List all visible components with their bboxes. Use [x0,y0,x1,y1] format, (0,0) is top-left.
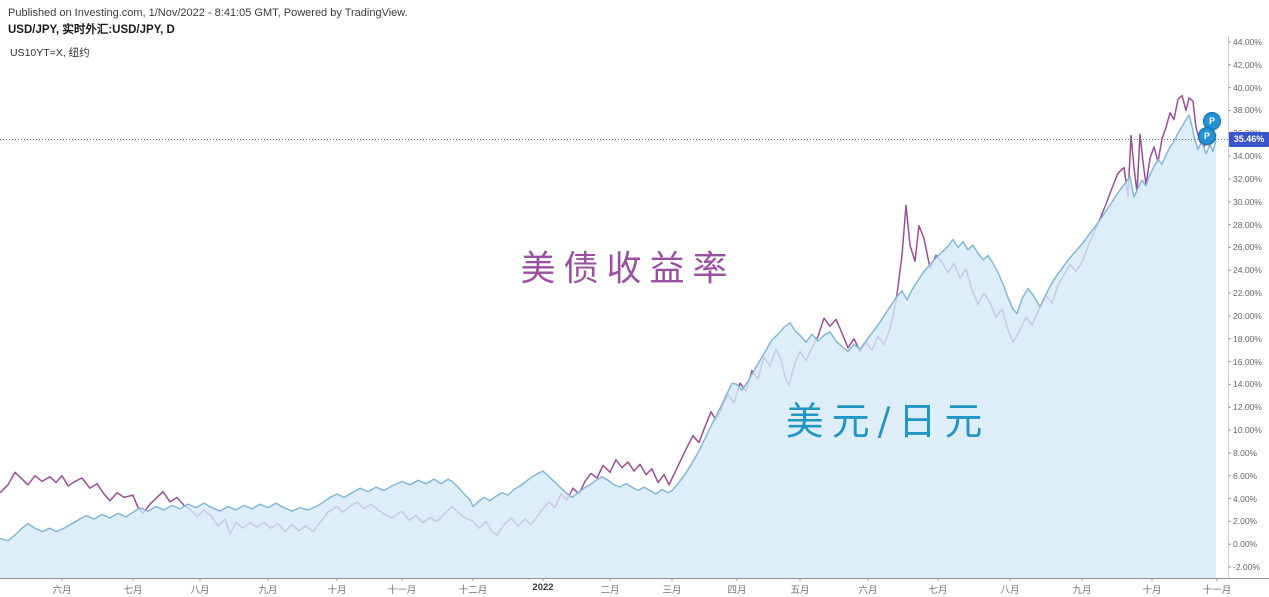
x-axis-month-label: 2022 [532,582,554,593]
secondary-symbol-title: US10YT=X, 纽约 [10,47,90,59]
last-price-badge: 35.46% [1229,131,1269,147]
y-axis-tick-label: 34.00% [1233,151,1262,162]
x-axis-month-label: 九月 [1072,585,1092,596]
x-axis-month-label: 七月 [123,585,143,596]
symbol-title: USD/JPY, 实时外汇:USD/JPY, D [8,24,175,36]
y-axis-tick-label: 10.00% [1233,425,1262,436]
y-axis-tick-label: 12.00% [1233,402,1262,413]
y-axis-tick-label: 14.00% [1233,379,1262,390]
y-axis-tick-label: 6.00% [1233,470,1258,481]
x-axis-month-label: 十月 [1142,585,1162,596]
x-axis-month-label: 六月 [52,585,72,596]
y-axis-tick-label: 26.00% [1233,242,1262,253]
y-axis-tick-label: 42.00% [1233,59,1262,70]
x-axis-month-label: 五月 [790,585,810,596]
x-axis-month-label: 二月 [600,585,620,596]
y-axis-tick-label: 30.00% [1233,196,1262,207]
x-axis-month-label: 十二月 [458,585,488,596]
y-axis-tick-label: 24.00% [1233,265,1262,276]
x-axis-month-label: 九月 [258,585,278,596]
x-axis-month-label: 十月 [327,585,347,596]
y-axis-tick-label: 8.00% [1233,447,1258,458]
x-axis-month-label: 八月 [1000,585,1020,596]
usdjpy-area-fill [0,115,1216,578]
y-axis-tick-label: 16.00% [1233,356,1262,367]
usdjpy-line [0,114,1217,542]
y-axis-tick-label: 38.00% [1233,105,1262,116]
y-axis-tick-label: 0.00% [1233,539,1258,550]
x-axis-month-label: 十一月 [1202,585,1232,596]
y-axis-tick-label: 18.00% [1233,333,1262,344]
axis-tick-marks [61,41,1231,581]
x-axis-month-label: 十一月 [387,585,417,596]
x-axis-time-scale[interactable]: 六月 七月 八月 九月 十月 十一月 十二月 2022 二月 三月 四月 五月 六月 七月 八月 九月 十月 十一… [0,579,1269,597]
y-axis-tick-label: 40.00% [1233,82,1262,93]
y-axis-price-scale[interactable]: 44.00%42.00%40.00%38.00%36.00%34.00%32.0… [1231,0,1269,597]
x-axis-month-label: 三月 [662,585,682,596]
y-axis-tick-label: 28.00% [1233,219,1262,230]
published-line: Published on Investing.com, 1/Nov/2022 -… [8,7,408,19]
y-axis-tick-label: 20.00% [1233,310,1262,321]
y-axis-tick-label: 4.00% [1233,493,1258,504]
x-axis-month-label: 七月 [928,585,948,596]
y-axis-tick-label: 2.00% [1233,516,1258,527]
y-axis-tick-label: -2.00% [1233,561,1260,572]
x-axis-month-label: 八月 [190,585,210,596]
x-axis-month-label: 六月 [858,585,878,596]
y-axis-tick-label: 22.00% [1233,288,1262,299]
annotation-usdjpy-label: 美元/日元 [785,399,991,444]
x-axis-month-label: 四月 [727,585,747,596]
y-axis-tick-label: 32.00% [1233,173,1262,184]
annotation-us10y-label: 美债收益率 [520,249,736,290]
price-alert-marker[interactable]: P [1198,127,1216,145]
y-axis-tick-label: 44.00% [1233,37,1262,47]
